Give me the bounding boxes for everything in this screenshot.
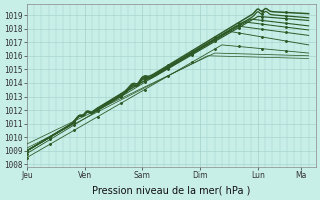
- X-axis label: Pression niveau de la mer( hPa ): Pression niveau de la mer( hPa ): [92, 186, 251, 196]
